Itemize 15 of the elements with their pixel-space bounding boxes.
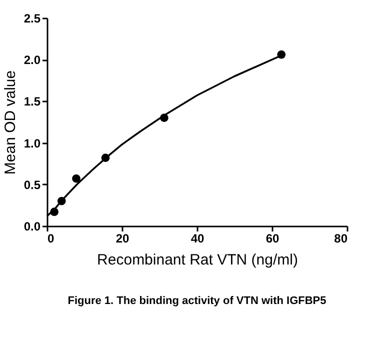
y-tick-label: 1.0 bbox=[24, 136, 41, 150]
y-tick-label: 2.0 bbox=[24, 53, 41, 68]
y-tick-label: 0.5 bbox=[24, 178, 41, 192]
x-tick-label: 40 bbox=[190, 232, 204, 246]
y-axis-title: Mean OD value bbox=[2, 70, 19, 175]
y-tick-label: 1.5 bbox=[24, 94, 41, 109]
x-tick-label: 80 bbox=[334, 232, 348, 246]
x-tick-label: 60 bbox=[266, 232, 280, 246]
x-axis-title: Recombinant Rat VTN (ng/ml) bbox=[97, 252, 298, 268]
y-tick-label: 2.5 bbox=[24, 12, 41, 26]
x-tick-label: 20 bbox=[116, 232, 130, 246]
y-tick-label: 0.0 bbox=[24, 220, 41, 234]
caption: Figure 1. The binding activity of VTN with IGFBP5 bbox=[68, 295, 326, 307]
point bbox=[72, 174, 80, 183]
x-tick-label: 0 bbox=[48, 232, 54, 246]
